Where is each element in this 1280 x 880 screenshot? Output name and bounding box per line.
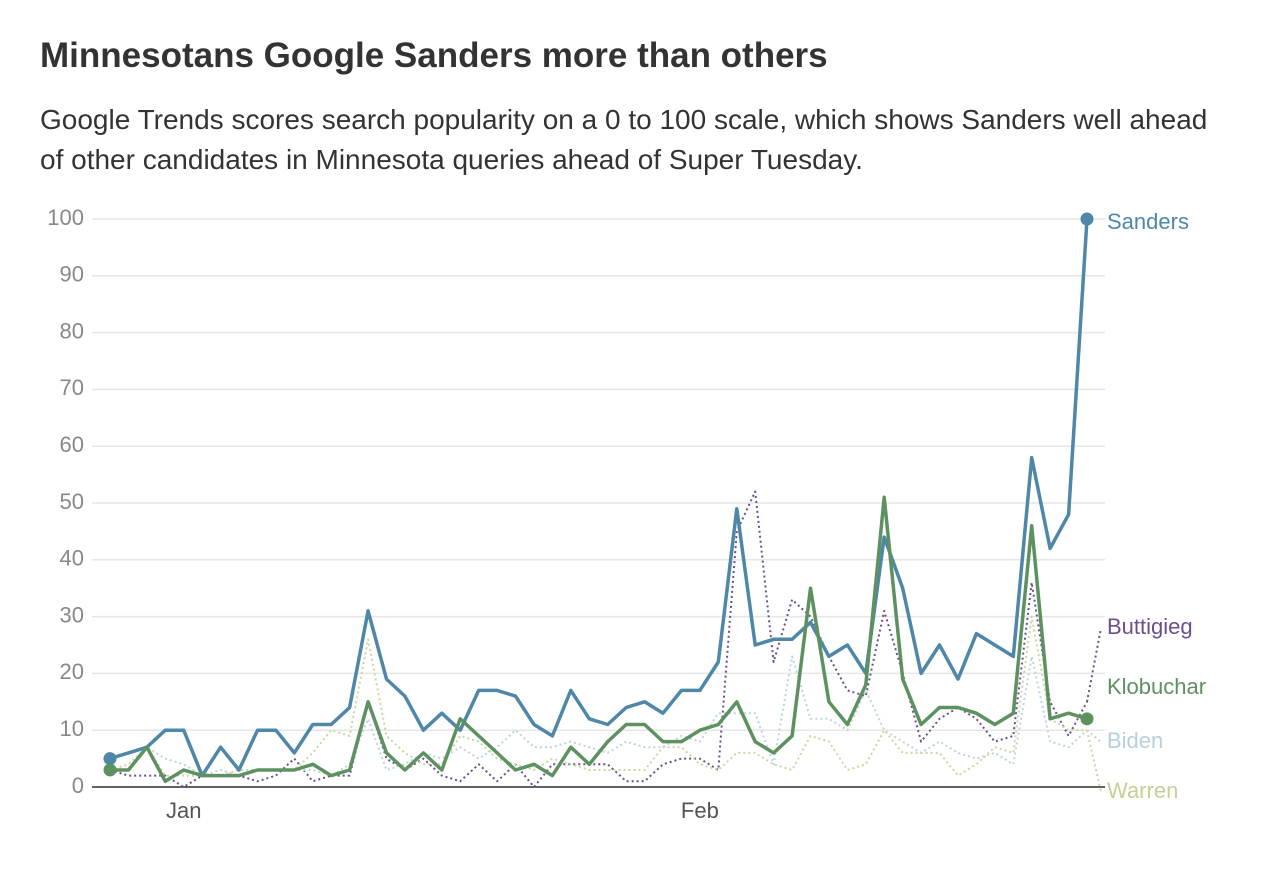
series-line (109, 490, 1088, 788)
end-dot (103, 752, 117, 766)
chart-title: Minnesotans Google Sanders more than oth… (40, 36, 828, 75)
y-tick-label: 50 (60, 489, 84, 514)
y-tick-label: 60 (60, 432, 84, 457)
y-tick-label: 20 (60, 659, 84, 684)
end-dot (103, 763, 117, 777)
series-line (110, 495, 1088, 784)
series-label: Warren (1107, 778, 1178, 803)
y-tick-label: 80 (60, 318, 84, 343)
series-label: Klobuchar (1107, 674, 1206, 699)
label-connector (1086, 627, 1102, 702)
y-tick-label: 40 (60, 546, 84, 571)
x-tick-label: Feb (681, 798, 719, 823)
y-tick-label: 0 (72, 773, 84, 798)
label-connector (1086, 729, 1102, 743)
end-dot (1080, 212, 1094, 226)
y-tick-label: 70 (60, 375, 84, 400)
end-dot (1080, 712, 1094, 726)
y-tick-label: 30 (60, 602, 84, 627)
label-connector (1086, 729, 1102, 793)
series-label: Buttigieg (1107, 614, 1193, 639)
series-line (109, 218, 1089, 778)
series-label: Biden (1107, 728, 1163, 753)
y-tick-label: 10 (60, 716, 84, 741)
series-line (109, 655, 1088, 777)
chart-subtitle: Google Trends scores search popularity o… (40, 104, 1208, 175)
y-tick-label: 90 (60, 262, 84, 287)
y-tick-label: 100 (47, 205, 84, 230)
x-tick-label: Jan (166, 798, 201, 823)
series-label: Sanders (1107, 209, 1189, 234)
